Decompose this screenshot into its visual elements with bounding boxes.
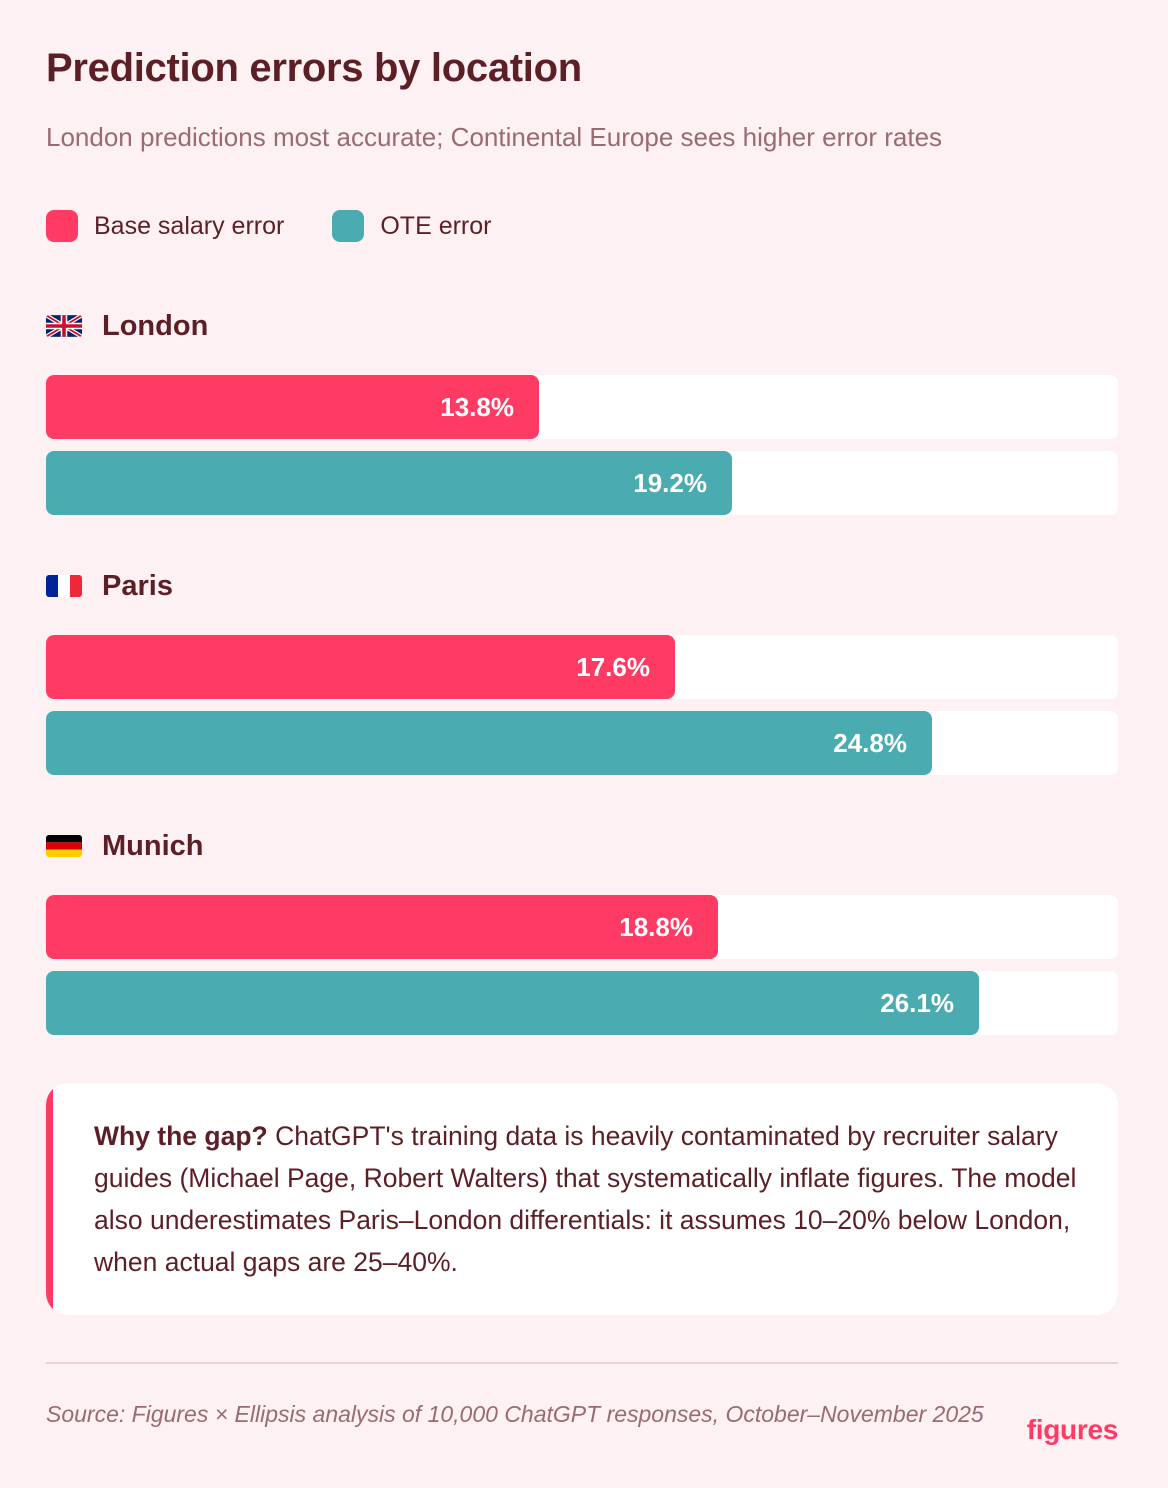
- legend-label-base: Base salary error: [94, 211, 285, 240]
- group-header-munich: Munich: [46, 826, 1118, 866]
- callout-accent-bar: [46, 1083, 53, 1315]
- bar-track: 24.8%: [46, 711, 1118, 775]
- callout-body: ChatGPT's training data is heavily conta…: [94, 1121, 1077, 1277]
- group-name-munich: Munich: [102, 829, 204, 862]
- bar-track: 19.2%: [46, 451, 1118, 515]
- callout-box: Why the gap? ChatGPT's training data is …: [46, 1083, 1118, 1315]
- legend-label-ote: OTE error: [380, 211, 492, 240]
- divider: [46, 1362, 1118, 1364]
- group-name-paris: Paris: [102, 569, 173, 602]
- source-note: Source: Figures × Ellipsis analysis of 1…: [46, 1401, 984, 1427]
- bar-paris-ote: 24.8%: [46, 711, 932, 775]
- group-london: London 13.8% 19.2%: [46, 306, 1118, 515]
- callout-lead: Why the gap?: [94, 1121, 268, 1151]
- bar-label-london-base: 13.8%: [440, 391, 514, 422]
- bar-munich-ote: 26.1%: [46, 971, 979, 1035]
- germany-flag-icon: [46, 835, 82, 857]
- bar-track: 13.8%: [46, 375, 1118, 439]
- bar-track: 18.8%: [46, 895, 1118, 959]
- legend-swatch-ote: [332, 210, 365, 242]
- group-name-london: London: [102, 309, 209, 342]
- bar-label-london-ote: 19.2%: [633, 467, 707, 498]
- brand-logo: figures: [1026, 1414, 1119, 1445]
- bar-track: 17.6%: [46, 635, 1118, 699]
- group-paris: Paris 17.6% 24.8%: [46, 566, 1118, 775]
- france-flag-icon: [46, 575, 82, 597]
- legend: Base salary error OTE error: [46, 210, 539, 242]
- legend-item-ote: OTE error: [332, 210, 491, 242]
- bar-label-munich-ote: 26.1%: [880, 987, 954, 1018]
- bar-label-paris-base: 17.6%: [576, 651, 650, 682]
- bar-track: 26.1%: [46, 971, 1118, 1035]
- bar-munich-base: 18.8%: [46, 895, 718, 959]
- callout-text: Why the gap? ChatGPT's training data is …: [94, 1115, 1084, 1283]
- bar-label-paris-ote: 24.8%: [833, 727, 907, 758]
- bar-london-ote: 19.2%: [46, 451, 732, 515]
- group-header-london: London: [46, 306, 1118, 346]
- chart-subtitle: London predictions most accurate; Contin…: [46, 122, 943, 152]
- bar-label-munich-base: 18.8%: [619, 911, 693, 942]
- bar-paris-base: 17.6%: [46, 635, 675, 699]
- chart-title: Prediction errors by location: [46, 46, 582, 90]
- uk-flag-icon: [46, 315, 82, 337]
- legend-item-base: Base salary error: [46, 210, 284, 242]
- group-header-paris: Paris: [46, 566, 1118, 606]
- bar-london-base: 13.8%: [46, 375, 539, 439]
- group-munich: Munich 18.8% 26.1%: [46, 826, 1118, 1035]
- legend-swatch-base: [46, 210, 78, 242]
